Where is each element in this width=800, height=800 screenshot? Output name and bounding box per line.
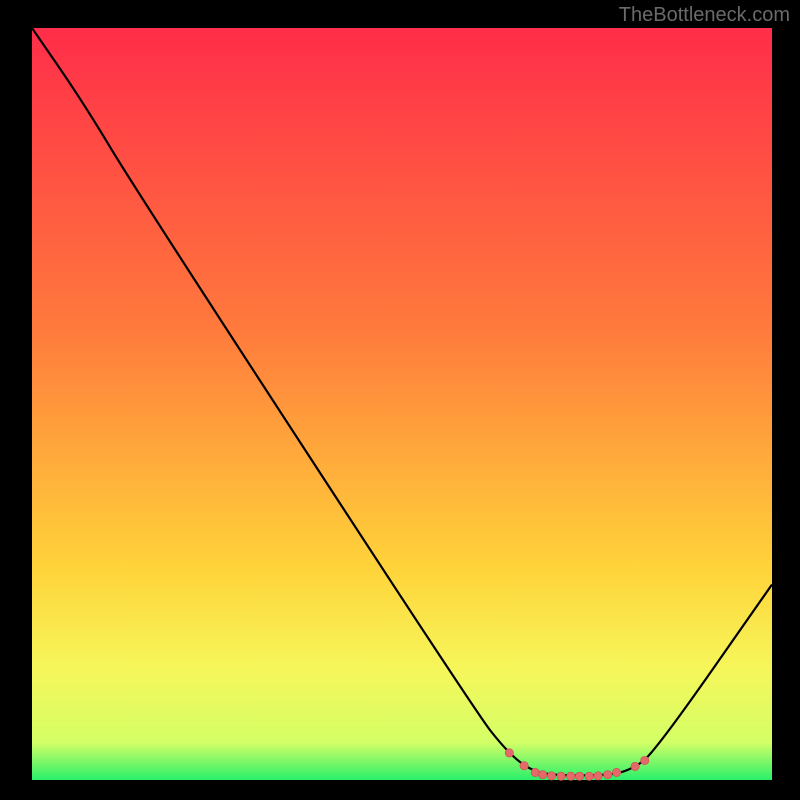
valley-marker: [567, 772, 575, 780]
valley-marker: [641, 756, 649, 764]
valley-marker: [575, 772, 583, 780]
valley-marker: [520, 762, 528, 770]
valley-marker: [538, 771, 546, 779]
valley-marker: [505, 749, 513, 757]
valley-marker: [531, 768, 539, 776]
valley-marker: [585, 772, 593, 780]
valley-marker: [547, 772, 555, 780]
plot-area: [32, 28, 772, 780]
attribution-text: TheBottleneck.com: [619, 4, 790, 27]
valley-marker: [557, 772, 565, 780]
valley-marker: [612, 768, 620, 776]
valley-marker: [594, 772, 602, 780]
valley-marker: [631, 762, 639, 770]
valley-marker: [604, 771, 612, 779]
curve-line: [32, 28, 772, 775]
valley-markers-group: [505, 749, 649, 781]
bottleneck-curve-chart: [32, 28, 772, 780]
